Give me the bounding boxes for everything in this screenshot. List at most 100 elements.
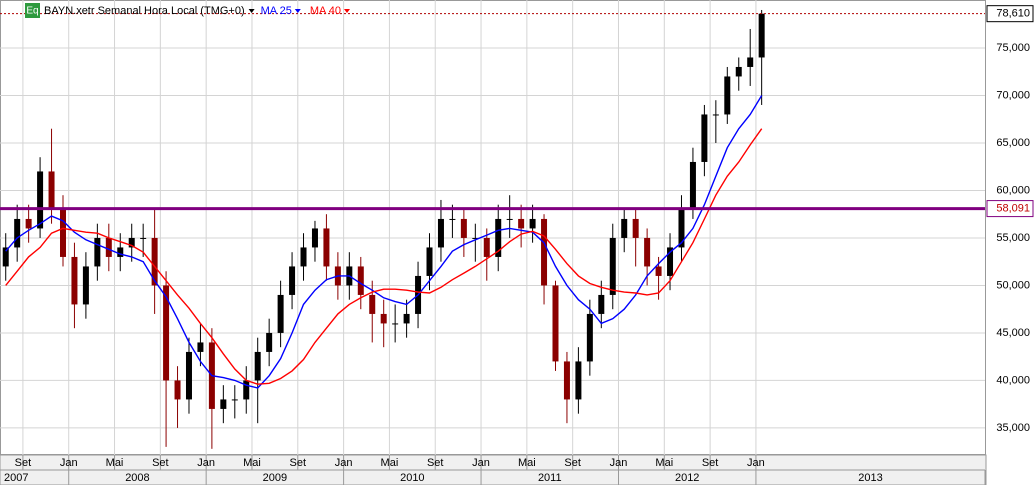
y-tick-label: 60,000 (996, 184, 1030, 196)
candle-body (48, 171, 55, 210)
candle-body (197, 342, 204, 352)
plot-frame (0, 0, 986, 455)
x-tick-label: Jan (610, 457, 628, 469)
last-price-box (986, 5, 1034, 23)
candle-body (105, 237, 112, 257)
x-tick-label: Jan (747, 457, 765, 469)
candle-body (59, 209, 66, 257)
badge-box (25, 3, 40, 18)
candle-body (117, 247, 124, 257)
candle-body (529, 218, 536, 229)
chart-title[interactable]: BAYN.xetr Semanal Hora Local (TMG+0) (44, 5, 245, 17)
candle-body (380, 313, 387, 324)
x-tick-label: Set (564, 457, 581, 469)
legend-entry[interactable]: MA 25 (261, 5, 292, 17)
candle-body (37, 171, 44, 229)
candle-body (632, 218, 639, 238)
candle-body (460, 218, 467, 238)
candle-body (392, 323, 399, 325)
candle-body (82, 266, 89, 305)
x-tick-label: Mai (655, 457, 673, 469)
candle-body (403, 313, 410, 324)
ma-line (5, 95, 763, 389)
candle-body (689, 161, 696, 210)
candle-body (311, 228, 318, 248)
candle-body (151, 237, 158, 286)
x-tick-label: Jan (335, 457, 353, 469)
candle-body (426, 247, 433, 276)
candle-body (609, 237, 616, 295)
x-tick-label: Jan (60, 457, 78, 469)
candle-body (289, 266, 296, 295)
candle-body (747, 57, 754, 67)
candle-body (369, 294, 376, 314)
y-tick-label: 70,000 (996, 89, 1030, 101)
x-tick-label: Mai (381, 457, 399, 469)
candle-body (552, 285, 559, 362)
candle-body (254, 351, 261, 381)
candle-body (598, 294, 605, 314)
y-tick-label: 55,000 (996, 232, 1030, 244)
y-tick-label: 35,000 (996, 422, 1030, 434)
badge: Eq (26, 6, 38, 17)
y-tick-label: 45,000 (996, 327, 1030, 339)
y-tick-label: 65,000 (996, 137, 1030, 149)
candle-body (518, 218, 525, 229)
candle-body (586, 313, 593, 362)
y-tick-label: 40,000 (996, 374, 1030, 386)
candle-body (277, 294, 284, 333)
x-tick-label: Mai (243, 457, 261, 469)
x-tick-label: Jan (472, 457, 490, 469)
candle-body (357, 266, 364, 295)
candle-body (621, 218, 628, 238)
x-tick-label: Jan (197, 457, 215, 469)
x-tick-label: Set (427, 457, 444, 469)
year-label: 2007 (4, 472, 28, 484)
year-label: 2008 (125, 472, 149, 484)
year-label: 2011 (538, 472, 562, 484)
dropdown-arrow (294, 9, 301, 13)
year-label: 2010 (400, 472, 424, 484)
candle-body (220, 399, 227, 409)
last-price-label: 78,610 (996, 8, 1030, 20)
candle-body (735, 66, 742, 77)
candle-body (323, 228, 330, 267)
year-label: 2009 (263, 472, 287, 484)
x-tick-label: Mai (518, 457, 536, 469)
level-label: 58,091 (996, 202, 1030, 214)
x-tick-label: Set (152, 457, 169, 469)
legend-entry[interactable]: MA 40 (310, 5, 341, 17)
candle-body (71, 256, 78, 305)
candle-body (701, 114, 708, 162)
x-tick-label: Set (15, 457, 32, 469)
candle-body (174, 380, 181, 400)
candle-body (243, 380, 250, 400)
candle-body (300, 247, 307, 267)
candle-body (449, 218, 456, 220)
dropdown-arrow (248, 9, 255, 13)
ma-line (5, 128, 763, 385)
candle-body (667, 247, 674, 276)
candle-body (758, 13, 765, 58)
x-tick-label: Set (290, 457, 307, 469)
candle-body (14, 218, 21, 248)
candle-body (678, 209, 685, 248)
y-tick-label: 75,000 (996, 42, 1030, 54)
candle-body (185, 351, 192, 400)
dropdown-arrow (344, 9, 350, 13)
candle-body (644, 237, 651, 267)
candle-body (712, 114, 719, 116)
candle-body (2, 247, 9, 267)
candle-body (25, 218, 32, 229)
candle-body (94, 237, 101, 267)
candle-body (506, 218, 513, 220)
candle-body (437, 218, 444, 248)
candle-body (563, 361, 570, 400)
x-tick-label: Set (702, 457, 719, 469)
candle-body (655, 266, 662, 276)
x-tick-label: Mai (106, 457, 124, 469)
candle-body (495, 218, 502, 257)
candle-body (483, 237, 490, 257)
candle-body (472, 237, 479, 239)
